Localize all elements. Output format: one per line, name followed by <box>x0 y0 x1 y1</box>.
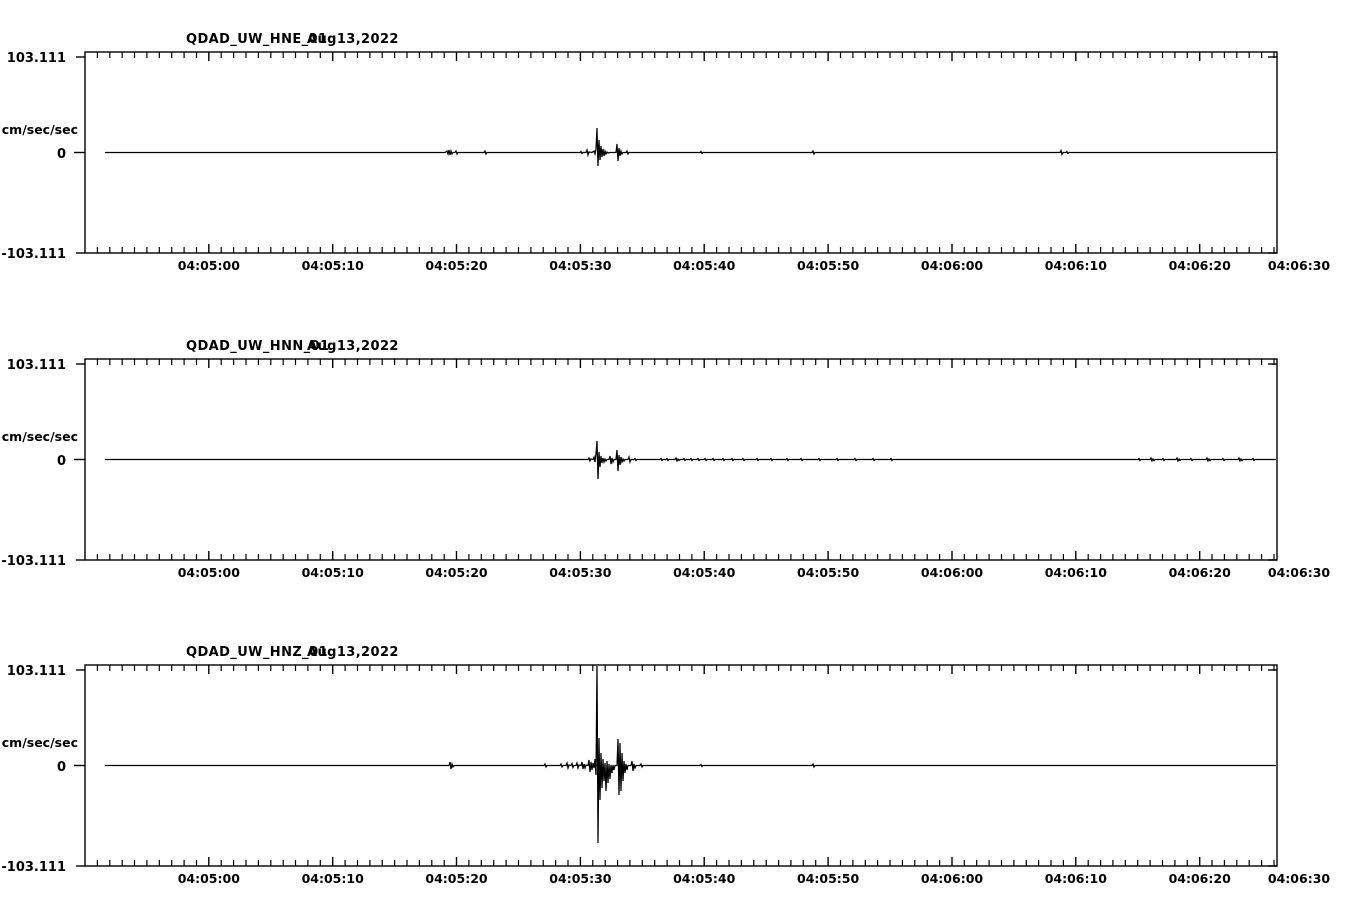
x-tick-label: 04:05:00 <box>178 871 240 886</box>
x-tick-label: 04:06:00 <box>921 258 983 273</box>
x-tick-label: 04:06:10 <box>1045 565 1107 580</box>
panel-date-hnn: Aug13,2022 <box>307 339 399 354</box>
panel-hnn: QDAD_UW_HNN_01 Aug13,2022 103.111 cm/sec… <box>0 307 1358 615</box>
panel-hnz-canvas: QDAD_UW_HNZ_01 Aug13,2022 103.111 cm/sec… <box>1 645 1331 886</box>
panel-hnz: QDAD_UW_HNZ_01 Aug13,2022 103.111 cm/sec… <box>0 613 1358 924</box>
y-axis-max-label-hnz: 103.111 <box>7 664 66 679</box>
x-tick-labels-hnn: 04:05:00 04:05:10 04:05:20 04:05:30 04:0… <box>178 565 1331 580</box>
x-tick-label: 04:06:10 <box>1045 258 1107 273</box>
x-tick-label: 04:06:20 <box>1169 258 1231 273</box>
y-axis-max-label-hne: 103.111 <box>7 51 66 66</box>
y-axis-zero-label-hne: 0 <box>57 147 66 162</box>
x-tick-labels-hnz: 04:05:00 04:05:10 04:05:20 04:05:30 04:0… <box>178 871 1331 886</box>
x-tick-label: 04:05:30 <box>549 565 611 580</box>
x-tick-label: 04:05:40 <box>673 871 735 886</box>
axis-ticks-hnn <box>74 359 1277 561</box>
x-tick-label: 04:06:20 <box>1169 871 1231 886</box>
panel-title-hnn: QDAD_UW_HNN_01 <box>186 339 329 354</box>
axis-ticks-hne <box>74 52 1277 254</box>
x-tick-label: 04:05:50 <box>797 258 859 273</box>
y-axis-min-label-hne: -103.111 <box>1 247 66 262</box>
x-tick-label: 04:05:10 <box>302 871 364 886</box>
x-tick-label: 04:06:00 <box>921 871 983 886</box>
y-axis-unit-label-hnn: cm/sec/sec <box>2 429 78 444</box>
y-axis-min-label-hnn: -103.111 <box>1 554 66 569</box>
waveform-trace-hnz <box>105 666 1276 844</box>
x-tick-label: 04:06:00 <box>921 565 983 580</box>
x-tick-label: 04:06:30 <box>1268 871 1330 886</box>
x-tick-label: 04:06:30 <box>1268 258 1330 273</box>
y-axis-unit-label-hnz: cm/sec/sec <box>2 735 78 750</box>
waveform-trace-hnn <box>105 440 1276 480</box>
x-tick-label: 04:05:30 <box>549 871 611 886</box>
y-axis-zero-label-hnz: 0 <box>57 760 66 775</box>
y-axis-zero-label-hnn: 0 <box>57 454 66 469</box>
x-tick-label: 04:05:20 <box>425 871 487 886</box>
y-axis-max-label-hnn: 103.111 <box>7 358 66 373</box>
y-axis-unit-label-hne: cm/sec/sec <box>2 122 78 137</box>
panel-hne: QDAD_UW_HNE_01 Aug13,2022 103.111 cm/sec… <box>0 0 1358 308</box>
panel-hnn-canvas: QDAD_UW_HNN_01 Aug13,2022 103.111 cm/sec… <box>1 339 1331 580</box>
waveform-trace-hne <box>105 127 1276 167</box>
panel-date-hnz: Aug13,2022 <box>307 645 399 660</box>
panel-title-hne: QDAD_UW_HNE_01 <box>186 32 327 47</box>
x-tick-label: 04:05:20 <box>425 258 487 273</box>
x-tick-label: 04:05:10 <box>302 258 364 273</box>
y-axis-min-label-hnz: -103.111 <box>1 860 66 875</box>
x-tick-labels-hne: 04:05:00 04:05:10 04:05:20 04:05:30 04:0… <box>178 258 1331 273</box>
x-tick-label: 04:05:20 <box>425 565 487 580</box>
x-tick-label: 04:05:50 <box>797 871 859 886</box>
x-tick-label: 04:05:00 <box>178 565 240 580</box>
x-tick-label: 04:06:10 <box>1045 871 1107 886</box>
x-tick-label: 04:05:40 <box>673 258 735 273</box>
x-tick-label: 04:05:50 <box>797 565 859 580</box>
x-tick-label: 04:05:30 <box>549 258 611 273</box>
panel-title-hnz: QDAD_UW_HNZ_01 <box>186 645 328 660</box>
x-tick-label: 04:06:20 <box>1169 565 1231 580</box>
x-tick-label: 04:05:00 <box>178 258 240 273</box>
x-tick-label: 04:05:10 <box>302 565 364 580</box>
panel-date-hne: Aug13,2022 <box>307 32 399 47</box>
panel-hne-canvas: QDAD_UW_HNE_01 Aug13,2022 103.111 cm/sec… <box>1 32 1331 273</box>
axis-ticks-hnz <box>74 665 1277 867</box>
x-tick-label: 04:06:30 <box>1268 565 1330 580</box>
x-tick-label: 04:05:40 <box>673 565 735 580</box>
